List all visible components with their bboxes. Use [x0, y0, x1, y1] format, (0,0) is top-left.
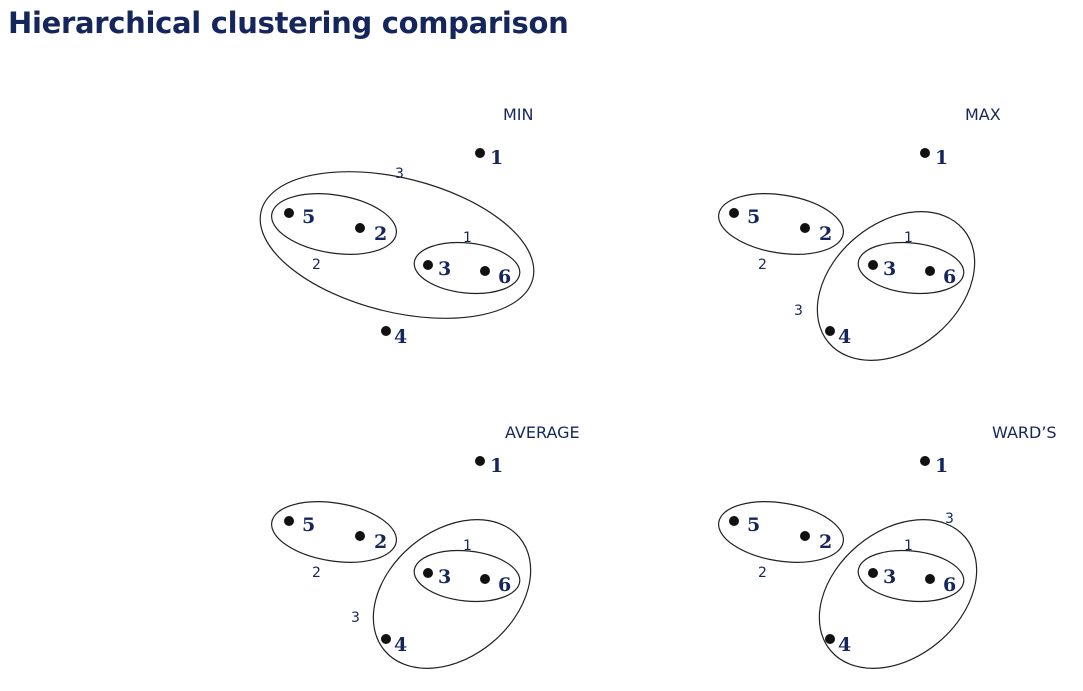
cluster-outline: [271, 193, 397, 255]
data-point: [381, 326, 391, 336]
data-point: [925, 574, 935, 584]
point-label: 3: [883, 258, 896, 280]
data-point: [355, 531, 365, 541]
data-point: [800, 531, 810, 541]
cluster-outline: [271, 501, 397, 563]
panel-title-max: MAX: [965, 105, 1001, 124]
data-point: [381, 634, 391, 644]
point-label: 2: [374, 531, 387, 553]
point-label: 4: [838, 634, 851, 656]
data-point: [423, 260, 433, 270]
merge-label: 3: [395, 166, 404, 182]
data-point: [825, 326, 835, 336]
cluster-outline: [718, 193, 844, 255]
merge-label: 1: [904, 538, 913, 554]
point-label: 2: [819, 223, 832, 245]
data-point: [284, 516, 294, 526]
cluster-outline: [259, 171, 535, 319]
data-point: [284, 208, 294, 218]
point-label: 1: [490, 147, 503, 169]
point-label: 1: [935, 147, 948, 169]
point-label: 3: [438, 566, 451, 588]
data-point: [920, 456, 930, 466]
point-label: 5: [302, 514, 315, 536]
data-point: [925, 266, 935, 276]
cluster-outline: [413, 549, 521, 603]
panel-title-average: AVERAGE: [505, 423, 580, 442]
panel-wards: WARD’S 2 1 3 1 5 2 3 6 4: [718, 423, 1057, 669]
point-label: 1: [490, 455, 503, 477]
point-label: 5: [747, 514, 760, 536]
point-label: 6: [943, 266, 956, 288]
data-point: [475, 148, 485, 158]
merge-label: 1: [904, 230, 913, 246]
data-point: [480, 574, 490, 584]
merge-label: 2: [312, 257, 321, 273]
point-label: 5: [302, 206, 315, 228]
merge-label: 1: [463, 230, 472, 246]
point-label: 2: [819, 531, 832, 553]
point-label: 5: [747, 206, 760, 228]
cluster-outline: [718, 501, 844, 563]
cluster-outline: [372, 519, 532, 669]
point-label: 4: [394, 634, 407, 656]
data-point: [475, 456, 485, 466]
point-label: 4: [394, 326, 407, 348]
merge-label: 3: [945, 511, 954, 527]
data-point: [355, 223, 365, 233]
data-point: [480, 266, 490, 276]
point-label: 6: [943, 574, 956, 596]
data-point: [868, 260, 878, 270]
point-label: 6: [498, 574, 511, 596]
cluster-outline: [857, 549, 965, 603]
panel-title-wards: WARD’S: [992, 423, 1057, 442]
point-label: 6: [498, 266, 511, 288]
point-label: 1: [935, 455, 948, 477]
cluster-outline: [816, 211, 976, 361]
cluster-outline: [818, 519, 978, 669]
panel-min: MIN 3 2 1 1 5 2 3 6 4: [259, 105, 535, 348]
data-point: [800, 223, 810, 233]
data-point: [423, 568, 433, 578]
point-label: 3: [438, 258, 451, 280]
page-title: Hierarchical clustering comparison: [8, 6, 569, 40]
panel-title-min: MIN: [503, 105, 534, 124]
cluster-outline: [857, 241, 965, 295]
merge-label: 1: [463, 538, 472, 554]
merge-label: 2: [758, 257, 767, 273]
point-label: 2: [374, 223, 387, 245]
data-point: [729, 208, 739, 218]
data-point: [920, 148, 930, 158]
point-label: 4: [838, 326, 851, 348]
cluster-outline: [413, 241, 521, 295]
merge-label: 2: [758, 565, 767, 581]
panel-average: AVERAGE 2 1 3 1 5 2 3 6 4: [271, 423, 580, 669]
data-point: [729, 516, 739, 526]
data-point: [825, 634, 835, 644]
point-label: 3: [883, 566, 896, 588]
panel-max: MAX 2 1 3 1 5 2 3 6 4: [718, 105, 1001, 361]
merge-label: 3: [794, 303, 803, 319]
data-point: [868, 568, 878, 578]
merge-label: 2: [312, 565, 321, 581]
merge-label: 3: [351, 610, 360, 626]
